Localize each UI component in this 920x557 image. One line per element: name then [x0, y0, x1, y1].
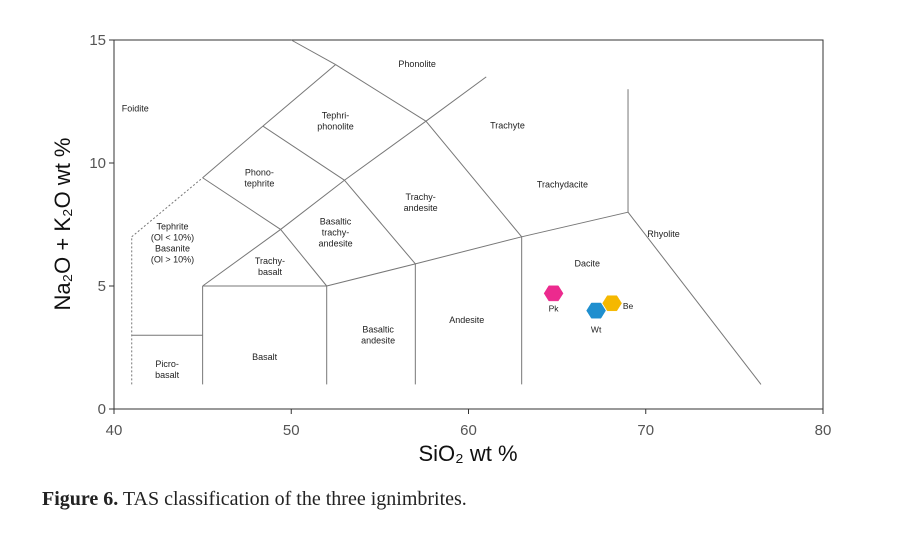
field-label-line: andesite [404, 203, 438, 213]
field-label-line: Tephri- [322, 111, 350, 121]
field-label: Picro-basalt [155, 359, 180, 380]
tas-diagram: 40 50 60 70 80 0 5 10 15 Foidite Phonolite Tephri-… [50, 32, 831, 466]
field-label-line: phonolite [317, 122, 354, 132]
field-label: Foidite [122, 103, 149, 113]
field-label: Dacite [574, 258, 600, 268]
field-label-line: andesite [319, 239, 353, 249]
field-boundary [627, 211, 762, 385]
figure-caption-label: Figure 6. [42, 488, 119, 510]
x-axis-title: SiO₂ wt % [419, 441, 518, 466]
field-label: Trachy-basalt [255, 256, 285, 277]
field-label: Rhyolite [647, 229, 680, 239]
field-label-line: Basaltic [320, 217, 352, 227]
field-label-line: Phono- [245, 167, 274, 177]
field-label-line: Andesite [449, 315, 484, 325]
field-boundary [280, 179, 345, 230]
field-boundary [344, 120, 427, 181]
y-tick-label: 0 [98, 401, 106, 418]
field-boundary [415, 236, 522, 265]
field-label-line: Trachyte [490, 121, 525, 131]
field-boundary-dotted [131, 177, 203, 238]
sample-points: Pk Wt Be [543, 285, 634, 335]
field-label-line: Phonolite [398, 59, 436, 69]
field-label: Basaltic andesite [361, 325, 395, 346]
field-label: Phono-tephrite [244, 167, 274, 188]
field-label: Andesite [449, 315, 484, 325]
field-boundaries [131, 39, 762, 385]
y-tick-label: 15 [89, 32, 106, 49]
field-label-line: Trachydacite [537, 180, 588, 190]
field-boundary [280, 229, 328, 287]
field-label-line: Dacite [574, 258, 600, 268]
x-tick-label: 50 [283, 422, 300, 439]
y-tick-label: 5 [98, 278, 106, 295]
field-label: Trachydacite [537, 180, 588, 190]
field-label: Basaltic trachy-andesite [319, 217, 353, 249]
y-tick-label: 10 [89, 155, 106, 172]
field-label: Trachyte [490, 121, 525, 131]
sample-point-pk [543, 285, 564, 302]
sample-label-wt: Wt [591, 325, 602, 335]
field-boundary [202, 229, 281, 287]
field-label: Trachy-andesite [404, 192, 438, 213]
axis-ticks: 40 50 60 70 80 0 5 10 15 [89, 32, 831, 439]
x-tick-label: 60 [460, 422, 477, 439]
field-label-line: Picro- [155, 359, 179, 369]
sample-label-be: Be [623, 301, 634, 311]
sample-label-pk: Pk [549, 303, 560, 313]
field-boundary [344, 179, 416, 265]
figure-caption-text: TAS classification of the three ignimbri… [118, 488, 467, 510]
sample-point-be [602, 295, 622, 312]
field-boundary [335, 64, 427, 122]
field-label-line: Rhyolite [647, 229, 680, 239]
x-tick-label: 70 [637, 422, 654, 439]
field-boundary [262, 64, 336, 127]
field-boundary [425, 76, 487, 122]
field-label-line: basalt [155, 370, 180, 380]
field-boundary [326, 263, 416, 287]
field-label: Tephrite (Ol < 10%) Basanite (Ol > 10%) [151, 221, 194, 264]
field-boundary [291, 39, 336, 66]
field-label-line: Basanite [155, 243, 190, 253]
field-label-line: trachy- [322, 228, 350, 238]
field-label-line: Trachy- [255, 256, 285, 266]
x-tick-label: 80 [815, 422, 832, 439]
field-boundary [262, 125, 345, 181]
field-label: Phonolite [398, 59, 436, 69]
figure-caption: Figure 6. TAS classification of the thre… [42, 488, 467, 511]
field-label-line: (Ol > 10%) [151, 254, 194, 264]
field-boundary [521, 211, 629, 238]
field-boundary [202, 177, 281, 230]
field-label-line: Basalt [252, 352, 278, 362]
field-label-line: Tephrite [156, 221, 188, 231]
field-label-line: tephrite [244, 178, 274, 188]
field-label-line: Trachy- [406, 192, 436, 202]
x-tick-label: 40 [106, 422, 123, 439]
field-label-line: andesite [361, 336, 395, 346]
plot-frame [113, 39, 824, 410]
field-label-line: Basaltic [362, 325, 394, 335]
field-label-line: (Ol < 10%) [151, 232, 194, 242]
field-labels: Foidite Phonolite Tephri-phonolite Trachyte… [122, 59, 680, 380]
field-label-line: basalt [258, 267, 283, 277]
field-label: Basalt [252, 352, 278, 362]
field-boundary [202, 125, 264, 179]
field-label: Tephri-phonolite [317, 111, 354, 132]
field-boundary [425, 120, 523, 238]
sample-point-wt [586, 302, 606, 319]
y-axis-title: Na₂O + K₂O wt % [50, 138, 75, 311]
field-label-line: Foidite [122, 103, 149, 113]
